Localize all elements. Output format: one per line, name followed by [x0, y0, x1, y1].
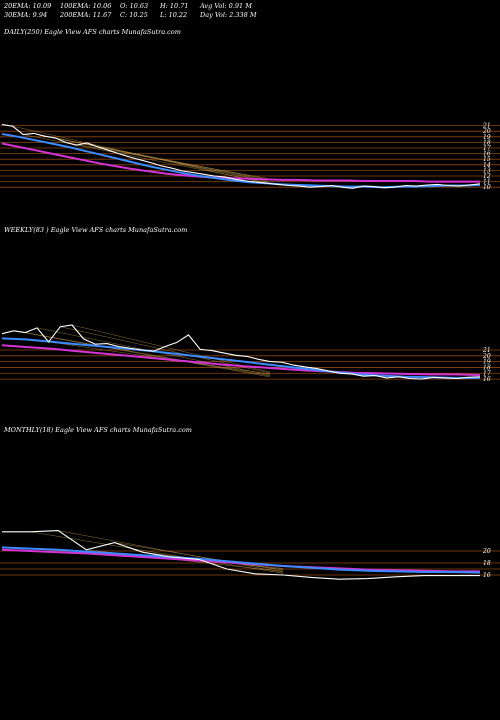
weekly-tick-label: 21	[482, 347, 491, 354]
daily-tick-label: 12	[483, 173, 491, 180]
weekly-tick-label: 16	[483, 376, 491, 383]
monthly-ema-slow-line	[1, 548, 480, 573]
open-value: O: 10.63	[120, 2, 149, 10]
daily-tick-label: 15	[483, 156, 491, 163]
stats-row-2: 30EMA: 9.94 200EMA: 11.67 C: 10.25 L: 10.22…	[4, 11, 257, 20]
daily-tick-label: 21	[482, 123, 491, 130]
monthly-tick-label: 20	[482, 548, 491, 555]
stats-header: 20EMA: 10.09 100EMA: 10.06 O: 10.63 H: 10.7…	[4, 2, 257, 20]
daily-tick-label: 19	[483, 134, 491, 141]
stats-row-1: 20EMA: 10.09 100EMA: 10.06 O: 10.63 H: 10.7…	[4, 2, 257, 11]
weekly-ema-slow-line	[1, 344, 481, 376]
weekly-fan-line	[13, 330, 271, 378]
ema20-value: 20EMA: 10.09	[4, 2, 52, 10]
ema200-value: 200EMA: 11.67	[60, 11, 112, 19]
monthly-ema-fast-line	[1, 546, 481, 574]
weekly-tick-label: 18	[483, 364, 491, 371]
monthly-tick-label: 16	[483, 572, 491, 579]
close-value: C: 10.25	[120, 11, 148, 19]
monthly-fan-line	[58, 530, 284, 573]
avg-vol-value: Avg Vol: 0.91 M	[200, 2, 252, 10]
weekly-tick-label: 20	[482, 353, 491, 360]
monthly-price-line	[2, 530, 480, 580]
weekly-ema-fast-line	[1, 337, 480, 379]
weekly-fan-line	[71, 324, 271, 373]
ema100-value: 100EMA: 10.06	[60, 2, 112, 10]
weekly-price-line	[1, 324, 481, 380]
daily-panel-label: DAILY(250) Eagle View AFS charts MunafaS…	[4, 28, 181, 36]
daily-tick-label: 18	[483, 139, 491, 146]
monthly-panel-label: MONTHLY(18) Eagle View AFS charts Munafa…	[4, 426, 192, 434]
high-value: H: 10.71	[160, 2, 189, 10]
weekly-tick-label: 19	[483, 359, 491, 366]
daily-tick-label: 20	[482, 128, 491, 135]
daily-tick-label: 16	[483, 151, 491, 158]
daily-tick-label: 17	[483, 145, 491, 152]
weekly-tick-label: 17	[483, 370, 491, 377]
ema30-value: 30EMA: 9.94	[4, 11, 48, 19]
weekly-fan-line	[25, 332, 271, 377]
daily-tick-label: 10	[483, 184, 491, 191]
low-value: L: 10.22	[160, 11, 188, 19]
monthly-tick-label: 18	[483, 560, 491, 567]
daily-ema-slow-line	[1, 142, 480, 183]
weekly-panel-label: WEEKLY(83 ) Eagle View AFS charts Munafa…	[4, 226, 188, 234]
daily-fan-line	[65, 142, 268, 179]
daily-tick-label: 11	[483, 179, 491, 186]
daily-fan-line	[23, 134, 268, 183]
daily-tick-label: 14	[483, 162, 491, 169]
daily-tick-label: 13	[483, 167, 491, 174]
day-vol-value: Day Vol: 2.338 M	[200, 11, 257, 19]
daily-price-line	[1, 123, 481, 189]
monthly-fan-line	[30, 531, 284, 574]
